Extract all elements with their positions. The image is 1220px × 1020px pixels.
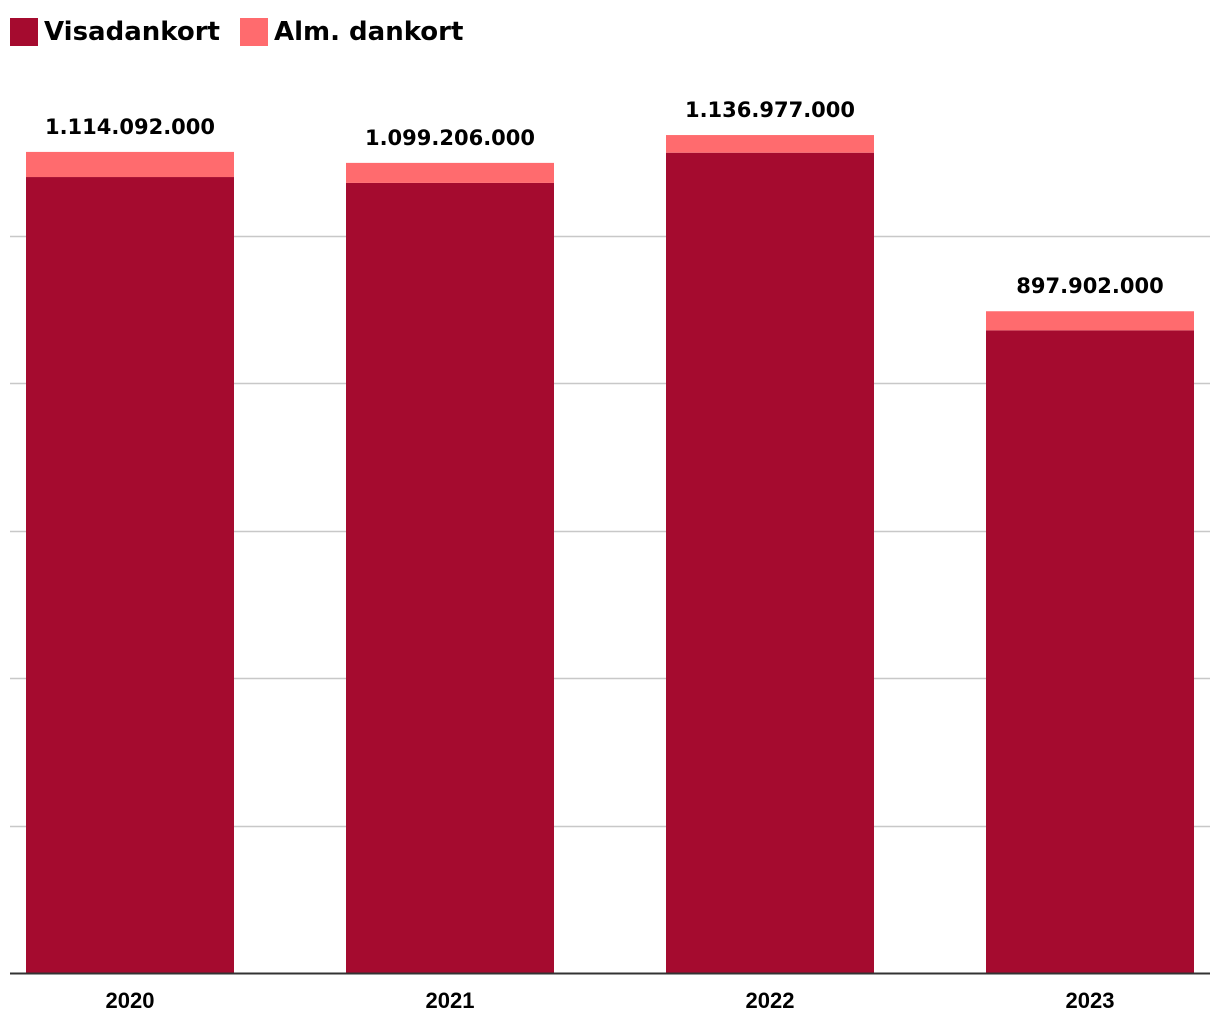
legend-swatch-visadankort bbox=[10, 18, 38, 46]
legend-swatch-alm-dankort bbox=[239, 18, 268, 46]
legend-label-alm-dankort: Alm. dankort bbox=[273, 17, 464, 47]
x-tick-label-2021: 2021 bbox=[426, 988, 475, 1013]
legend-item-alm-dankort: Alm. dankort bbox=[239, 17, 464, 47]
total-label-2021: 1.099.206.000 bbox=[365, 126, 535, 150]
x-tick-label-2020: 2020 bbox=[106, 988, 155, 1013]
chart-legend: Visadankort Alm. dankort bbox=[10, 16, 483, 48]
total-label-2023: 897.902.000 bbox=[1016, 274, 1163, 298]
bar-alm-dankort-2020 bbox=[26, 151, 234, 178]
legend-item-visadankort: Visadankort bbox=[10, 17, 220, 47]
bar-visadankort-2022 bbox=[666, 152, 874, 973]
x-tick-label-2023: 2023 bbox=[1066, 988, 1115, 1013]
total-label-2022: 1.136.977.000 bbox=[685, 98, 855, 122]
legend-label-visadankort: Visadankort bbox=[44, 17, 220, 47]
total-label-2020: 1.114.092.000 bbox=[45, 115, 215, 139]
bar-visadankort-2020 bbox=[26, 177, 234, 974]
bar-alm-dankort-2021 bbox=[346, 162, 554, 183]
bar-visadankort-2023 bbox=[986, 330, 1194, 973]
bar-alm-dankort-2023 bbox=[986, 311, 1194, 331]
bar-visadankort-2021 bbox=[346, 182, 554, 973]
bar-alm-dankort-2022 bbox=[666, 135, 874, 153]
x-tick-label-2022: 2022 bbox=[746, 988, 795, 1013]
